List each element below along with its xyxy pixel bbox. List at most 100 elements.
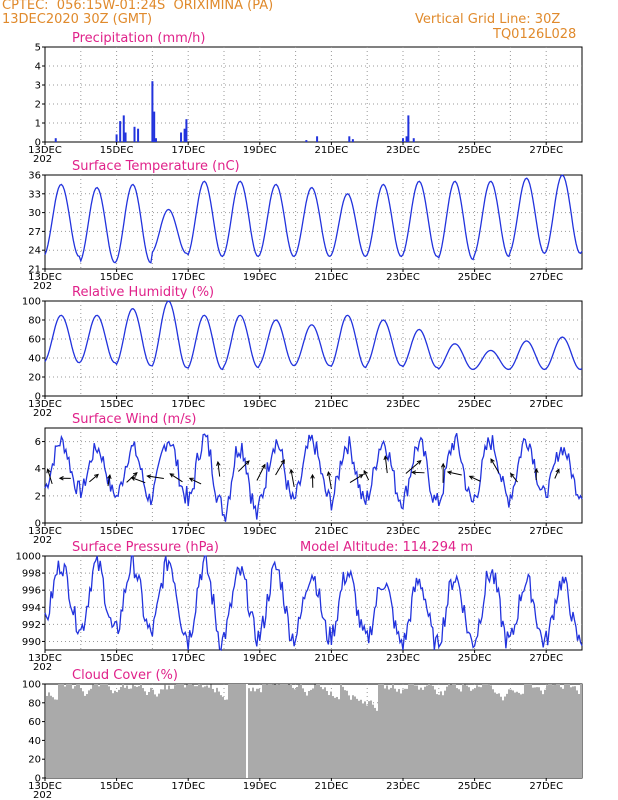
- cloud-bar: [466, 685, 468, 778]
- cloud-bar: [446, 686, 448, 778]
- cloud-bar: [194, 686, 196, 778]
- x-tick-label: 25DEC: [458, 145, 492, 156]
- cloud-bar: [452, 684, 454, 778]
- cloud-bar: [540, 690, 542, 778]
- cloud-bar: [472, 689, 474, 778]
- wind-arrow: [256, 464, 266, 481]
- wind-arrow-head: [440, 462, 446, 468]
- y-tick-label: 4: [35, 464, 41, 475]
- cloud-bar: [338, 699, 340, 778]
- x-tick-label: 27DEC: [529, 526, 563, 537]
- wind-arrow-head: [358, 474, 364, 479]
- y-tick-label: 27: [28, 227, 41, 238]
- y-tick-label: 990: [22, 637, 41, 648]
- x-tick-label: 23DEC: [386, 272, 420, 283]
- x-tick-label: 27DEC: [529, 781, 563, 792]
- cloud-bar: [148, 691, 150, 778]
- wind-arrow-head: [169, 473, 175, 478]
- cloud-bar: [334, 697, 336, 778]
- wind-arrow: [327, 472, 332, 490]
- cloud-bar: [308, 691, 310, 778]
- cloud-bar: [218, 691, 220, 778]
- cloud-bar: [442, 695, 444, 778]
- cloud-bar: [490, 685, 492, 778]
- cloud-bar: [570, 687, 572, 778]
- x-corner-label: 202: [33, 281, 52, 292]
- wind-arrow-head: [446, 470, 452, 475]
- x-tick-label: 23DEC: [386, 781, 420, 792]
- cloud-bar: [310, 689, 312, 778]
- cloud-bar: [414, 685, 416, 778]
- panel-frame: [44, 174, 583, 270]
- cloud-bar: [162, 689, 164, 778]
- panel-title: Surface Pressure (hPa): [72, 540, 219, 555]
- cloud-bar: [214, 692, 216, 778]
- precip-bar: [412, 138, 415, 142]
- cloud-bar: [268, 684, 270, 778]
- cloud-bar: [102, 684, 104, 778]
- panel-frame: [44, 46, 583, 143]
- cloud-bar: [386, 685, 388, 778]
- cloud-bar: [256, 688, 258, 778]
- wind-arrow-head: [94, 473, 99, 479]
- cloud-bar: [460, 691, 462, 778]
- cloud-bar: [528, 684, 530, 778]
- x-corner-label: 202: [33, 790, 52, 800]
- cloud-bar: [364, 701, 366, 778]
- cloud-bar: [142, 688, 144, 778]
- wind-arrow: [107, 475, 111, 487]
- precip-bar: [305, 140, 308, 142]
- cloud-bar: [464, 684, 466, 778]
- x-tick-label: 23DEC: [386, 653, 420, 664]
- cloud-bar: [192, 684, 194, 778]
- y-tick-label: 4: [35, 62, 41, 73]
- cloud-bar: [468, 687, 470, 778]
- cloud-bar: [480, 687, 482, 778]
- y-tick-label: 5: [35, 43, 41, 54]
- cloud-bar: [488, 684, 490, 778]
- cloud-bar: [552, 685, 554, 778]
- cloud-bar: [198, 684, 200, 778]
- cloud-bar: [138, 686, 140, 778]
- cloud-bar: [202, 687, 204, 778]
- cloud-bar: [216, 687, 218, 778]
- cloud-bar: [336, 696, 338, 778]
- series-line: [44, 555, 583, 652]
- cloud-bar: [146, 695, 148, 778]
- precip-bar: [151, 81, 154, 142]
- cloud-bar: [340, 684, 342, 778]
- cloud-bar: [120, 686, 122, 778]
- panel-annotation: Model Altitude: 114.294 m: [300, 540, 473, 555]
- cloud-bar: [422, 689, 424, 778]
- wind-arrow: [189, 477, 202, 485]
- cloud-bar: [354, 696, 356, 778]
- cloud-bar: [238, 684, 240, 778]
- series-line: [44, 300, 583, 371]
- cloud-bar: [48, 692, 50, 778]
- wind-arrow-head: [534, 468, 539, 473]
- panel-frame: [44, 427, 583, 524]
- cloud-bar: [106, 684, 108, 778]
- cloud-bar: [300, 684, 302, 778]
- precip-bar: [180, 132, 183, 142]
- cloud-bar: [404, 688, 406, 778]
- panel-title: Relative Humidity (%): [72, 285, 214, 300]
- x-tick-label: 13DEC: [28, 653, 62, 664]
- panel-4: 0 2 4 6 13DEC 15DEC 17DEC 19DEC 21DEC 23DEC 25DEC 2…: [28, 412, 583, 546]
- cloud-bar: [520, 694, 522, 778]
- cloud-bar: [60, 684, 62, 778]
- cloud-gap: [246, 684, 248, 778]
- cloud-bar: [492, 689, 494, 778]
- x-tick-label: 27DEC: [529, 145, 563, 156]
- wind-arrow-head: [280, 459, 285, 465]
- cloud-bar: [176, 684, 178, 778]
- cloud-bar: [436, 694, 438, 778]
- cloud-bar: [294, 689, 296, 778]
- cloud-bar: [166, 689, 168, 778]
- x-corner-label: 202: [33, 662, 52, 673]
- x-tick-label: 23DEC: [386, 145, 420, 156]
- cloud-bar: [298, 684, 300, 778]
- cloud-bar: [324, 687, 326, 778]
- x-tick-label: 25DEC: [458, 781, 492, 792]
- cloud-bar: [378, 684, 380, 778]
